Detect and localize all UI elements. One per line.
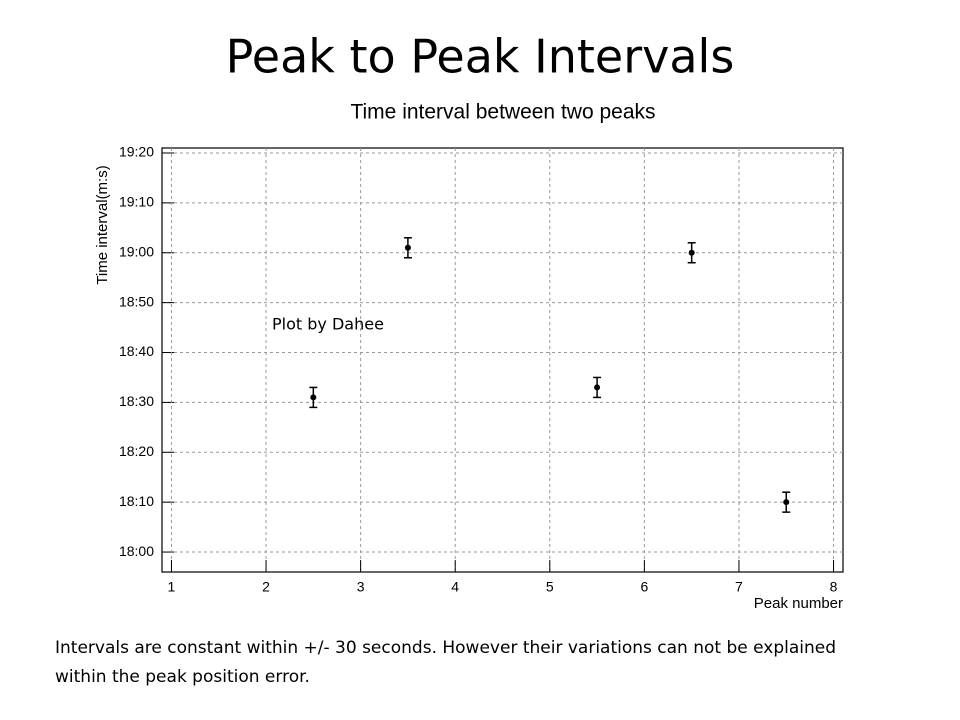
x-axis-label: Peak number xyxy=(754,595,843,612)
y-tick-label: 18:20 xyxy=(119,443,154,459)
y-tick-label: 19:20 xyxy=(119,144,154,160)
y-tick-label: 19:10 xyxy=(119,194,154,210)
y-tick-label: 19:00 xyxy=(119,243,154,259)
point xyxy=(783,499,790,506)
caption: Intervals are constant within +/- 30 sec… xyxy=(55,638,837,687)
x-tick-label: 1 xyxy=(168,579,176,595)
annotation: Plot by Dahee xyxy=(272,315,384,334)
y-tick-label: 18:00 xyxy=(119,543,154,559)
x-tick-label: 5 xyxy=(546,579,554,595)
x-tick-label: 3 xyxy=(357,579,365,595)
chart: Peak to Peak Intervals Time interval bet… xyxy=(94,30,844,612)
x-tick-label: 8 xyxy=(830,579,838,595)
plot-frame xyxy=(161,147,844,573)
x-tick-label: 2 xyxy=(262,579,270,595)
y-tick-label: 18:10 xyxy=(119,493,154,509)
x-tick-label: 6 xyxy=(640,579,648,595)
point xyxy=(310,394,317,401)
point xyxy=(594,384,601,391)
y-tick-label: 18:50 xyxy=(119,293,154,309)
y-axis-label: Time interval(m:s) xyxy=(94,165,111,284)
y-tick-label: 18:40 xyxy=(119,343,154,359)
chart-title: Time interval between two peaks xyxy=(350,101,655,124)
slide-title: Peak to Peak Intervals xyxy=(226,30,735,84)
x-tick-label: 4 xyxy=(451,579,459,595)
y-tick-label: 18:30 xyxy=(119,393,154,409)
point xyxy=(688,249,695,256)
x-tick-label: 7 xyxy=(735,579,743,595)
point xyxy=(404,244,411,251)
